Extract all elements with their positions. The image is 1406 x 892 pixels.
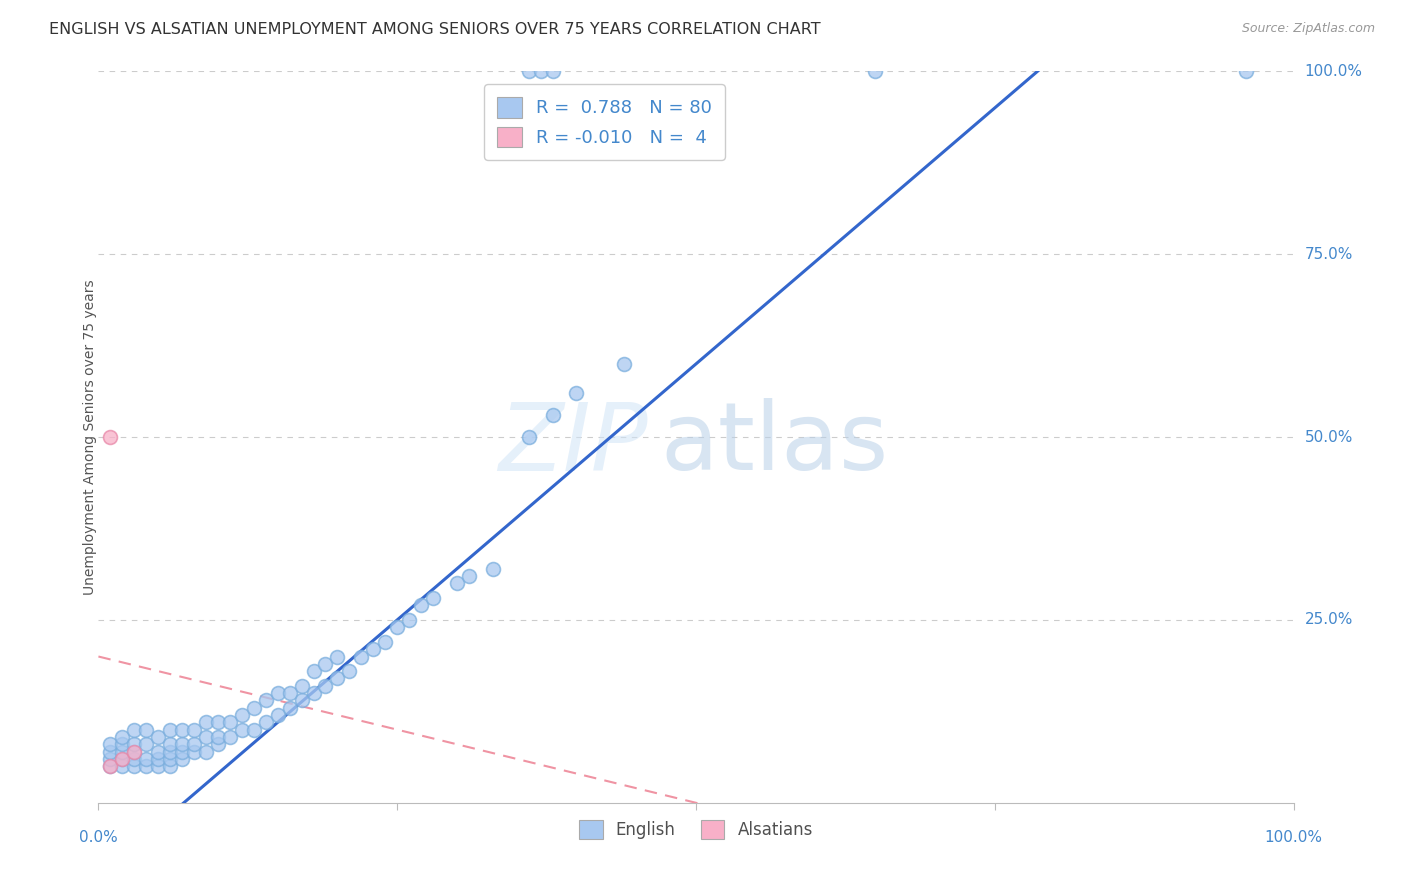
Point: [148, 730, 170, 744]
Point: [111, 730, 134, 744]
Point: [291, 679, 314, 693]
Text: ZIP: ZIP: [499, 399, 648, 490]
Point: [148, 745, 170, 759]
Point: [865, 64, 887, 78]
Text: atlas: atlas: [661, 399, 889, 491]
Point: [111, 759, 134, 773]
Point: [124, 745, 146, 759]
Point: [243, 700, 266, 714]
Point: [98, 737, 122, 751]
Point: [207, 715, 229, 730]
Point: [267, 708, 290, 723]
Point: [195, 745, 218, 759]
Text: 100.0%: 100.0%: [1305, 64, 1362, 78]
Point: [135, 759, 157, 773]
Text: Source: ZipAtlas.com: Source: ZipAtlas.com: [1241, 22, 1375, 36]
Point: [183, 723, 205, 737]
Point: [541, 408, 564, 422]
Point: [315, 657, 337, 671]
Point: [124, 737, 146, 751]
Point: [207, 737, 229, 751]
Y-axis label: Unemployment Among Seniors over 75 years: Unemployment Among Seniors over 75 years: [83, 279, 97, 595]
Point: [111, 737, 134, 751]
Point: [111, 752, 134, 766]
Point: [541, 64, 564, 78]
Point: [530, 64, 553, 78]
Point: [267, 686, 290, 700]
Point: [363, 642, 385, 657]
Point: [159, 752, 181, 766]
Point: [159, 759, 181, 773]
Point: [326, 649, 349, 664]
Point: [135, 723, 157, 737]
Point: [172, 745, 194, 759]
Point: [219, 730, 242, 744]
Point: [98, 430, 122, 444]
Point: [195, 730, 218, 744]
Point: [219, 715, 242, 730]
Point: [159, 745, 181, 759]
Point: [254, 715, 277, 730]
Point: [350, 649, 373, 664]
Text: 75.0%: 75.0%: [1305, 247, 1353, 261]
Text: ENGLISH VS ALSATIAN UNEMPLOYMENT AMONG SENIORS OVER 75 YEARS CORRELATION CHART: ENGLISH VS ALSATIAN UNEMPLOYMENT AMONG S…: [49, 22, 821, 37]
Point: [124, 745, 146, 759]
Point: [374, 635, 396, 649]
Point: [278, 700, 301, 714]
Point: [422, 591, 444, 605]
Text: 100.0%: 100.0%: [1264, 830, 1323, 845]
Point: [195, 715, 218, 730]
Point: [135, 752, 157, 766]
Point: [315, 679, 337, 693]
Point: [172, 752, 194, 766]
Point: [98, 759, 122, 773]
Text: 25.0%: 25.0%: [1305, 613, 1353, 627]
Point: [159, 737, 181, 751]
Point: [385, 620, 409, 634]
Point: [302, 686, 325, 700]
Point: [98, 759, 122, 773]
Legend: English, Alsatians: English, Alsatians: [572, 814, 820, 846]
Point: [446, 576, 468, 591]
Point: [135, 737, 157, 751]
Point: [124, 723, 146, 737]
Point: [291, 693, 314, 707]
Point: [302, 664, 325, 678]
Point: [159, 723, 181, 737]
Point: [231, 723, 253, 737]
Point: [1234, 64, 1257, 78]
Point: [613, 357, 636, 371]
Point: [148, 752, 170, 766]
Point: [172, 737, 194, 751]
Point: [124, 752, 146, 766]
Point: [326, 672, 349, 686]
Point: [458, 569, 481, 583]
Point: [243, 723, 266, 737]
Point: [517, 64, 540, 78]
Point: [172, 723, 194, 737]
Point: [207, 730, 229, 744]
Point: [111, 745, 134, 759]
Point: [517, 430, 540, 444]
Point: [481, 562, 505, 576]
Point: [254, 693, 277, 707]
Point: [231, 708, 253, 723]
Point: [111, 752, 134, 766]
Point: [565, 386, 588, 401]
Point: [411, 599, 433, 613]
Point: [339, 664, 361, 678]
Point: [98, 745, 122, 759]
Text: 0.0%: 0.0%: [79, 830, 118, 845]
Point: [278, 686, 301, 700]
Point: [98, 752, 122, 766]
Point: [148, 759, 170, 773]
Point: [183, 737, 205, 751]
Point: [183, 745, 205, 759]
Point: [124, 759, 146, 773]
Point: [398, 613, 420, 627]
Text: 50.0%: 50.0%: [1305, 430, 1353, 444]
